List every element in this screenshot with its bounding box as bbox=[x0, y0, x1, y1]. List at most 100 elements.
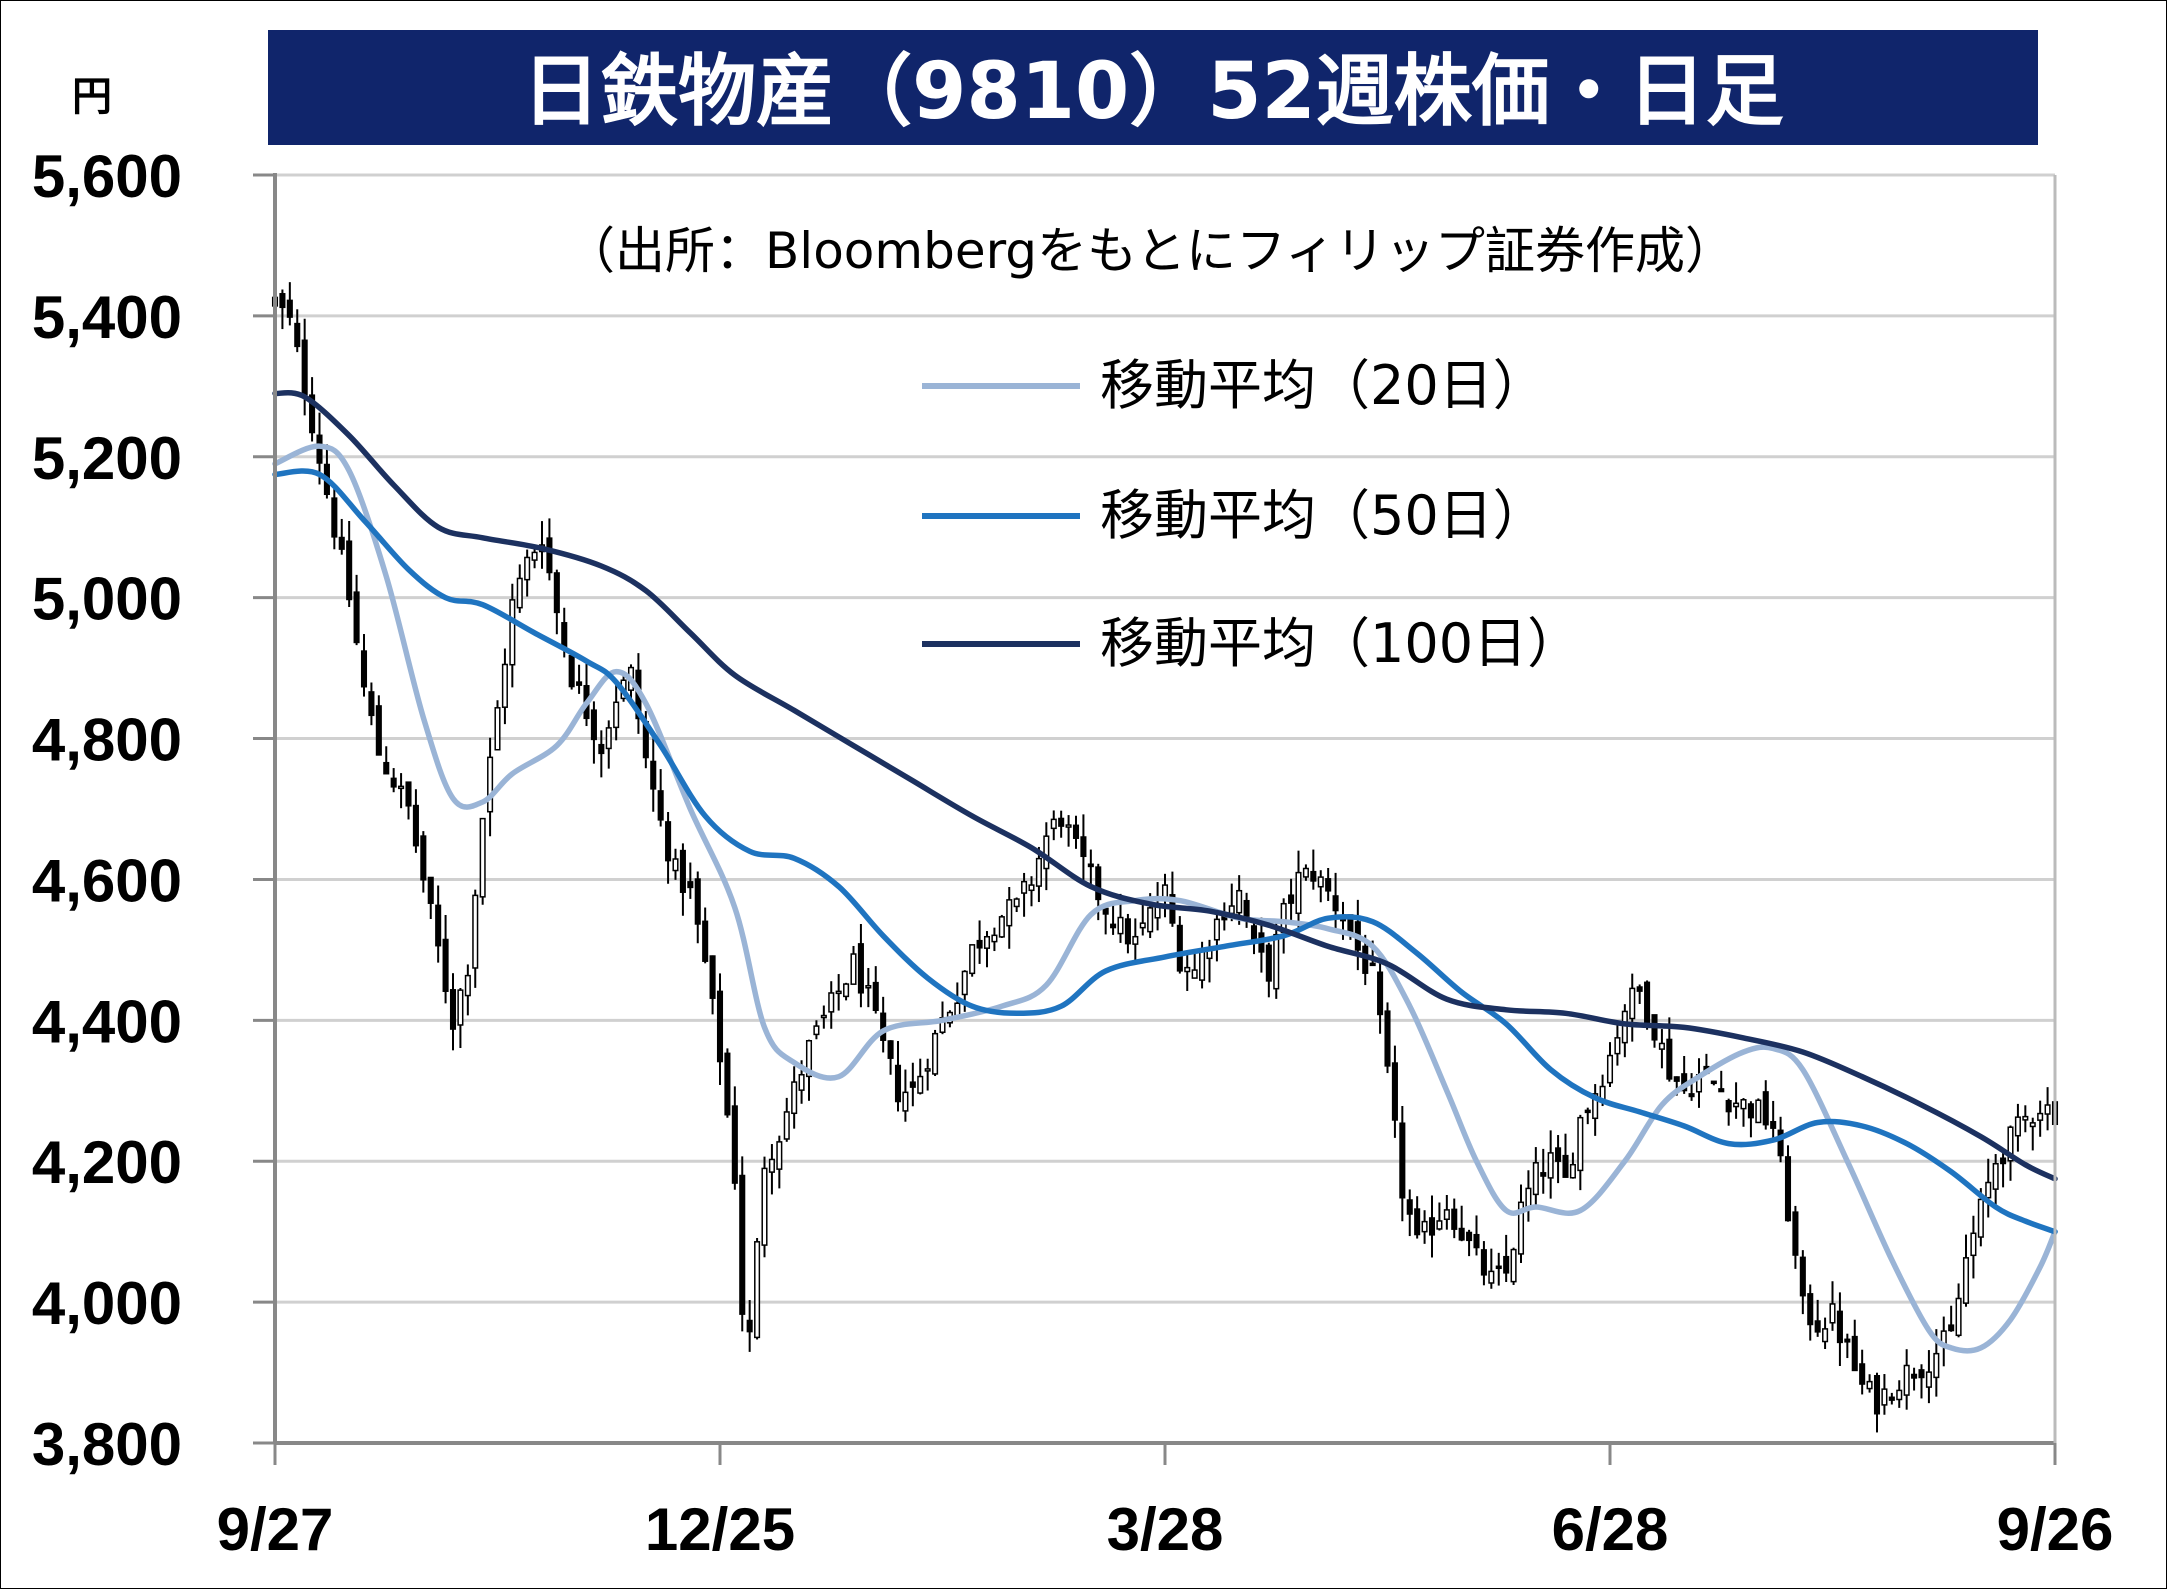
candle-body bbox=[1644, 981, 1651, 1024]
candle-body bbox=[1369, 962, 1376, 967]
y-tick-label: 5,200 bbox=[32, 425, 182, 492]
candle-body bbox=[657, 790, 664, 821]
candle-body bbox=[1621, 1010, 1628, 1044]
candle-body bbox=[1888, 1396, 1895, 1401]
candle-body bbox=[1777, 1129, 1784, 1157]
candle-body bbox=[301, 339, 308, 396]
candle-body bbox=[1532, 1162, 1539, 1196]
candle-body bbox=[435, 904, 442, 947]
candle-body bbox=[501, 663, 508, 708]
candle-body bbox=[1072, 824, 1080, 839]
candle-body bbox=[442, 938, 449, 992]
candle-body bbox=[776, 1141, 783, 1170]
candle-body bbox=[1443, 1209, 1450, 1221]
candle-body bbox=[731, 1105, 738, 1184]
candle-body bbox=[872, 981, 879, 1012]
candle-body bbox=[843, 983, 850, 998]
source-note: （出所：Bloombergをもとにフィリップ証券作成） bbox=[565, 222, 1735, 280]
x-tick-label: 12/25 bbox=[645, 1496, 795, 1563]
candle-body bbox=[1110, 923, 1117, 929]
candle-body bbox=[1562, 1154, 1569, 1178]
candle-body bbox=[1428, 1217, 1436, 1236]
candle-body bbox=[2037, 1112, 2044, 1121]
candle-body bbox=[1733, 1102, 1740, 1108]
candle-body bbox=[1095, 866, 1102, 901]
candle-body bbox=[917, 1075, 924, 1094]
candle-body bbox=[1866, 1380, 1873, 1390]
candle-body bbox=[509, 599, 516, 666]
candle-body bbox=[613, 701, 620, 729]
y-tick-label: 5,000 bbox=[32, 566, 182, 633]
candle-body bbox=[375, 705, 382, 756]
candle-body bbox=[2029, 1122, 2036, 1128]
candle-body bbox=[1199, 949, 1206, 981]
candle-body bbox=[1836, 1310, 1843, 1344]
y-tick-label: 4,000 bbox=[32, 1270, 182, 1337]
candle-body bbox=[746, 1319, 753, 1333]
candle-body bbox=[1006, 899, 1013, 927]
candle-body bbox=[1236, 889, 1243, 914]
candle-body bbox=[553, 572, 560, 614]
candle-body bbox=[1555, 1147, 1562, 1162]
candle-body bbox=[360, 650, 368, 688]
candle-body bbox=[1569, 1163, 1576, 1179]
candle-body bbox=[1503, 1255, 1510, 1274]
candle-body bbox=[1436, 1220, 1443, 1230]
candle-body bbox=[1925, 1371, 1932, 1388]
x-tick-label: 3/28 bbox=[1107, 1496, 1224, 1563]
candle-body bbox=[739, 1174, 746, 1315]
candle-body bbox=[1325, 878, 1332, 892]
candle-body bbox=[1495, 1265, 1502, 1270]
x-tick-label: 6/28 bbox=[1552, 1496, 1669, 1563]
candle-body bbox=[1332, 895, 1339, 912]
candle-body bbox=[590, 709, 597, 741]
candle-body bbox=[1992, 1162, 1999, 1190]
candle-body bbox=[1124, 918, 1131, 945]
candle-body bbox=[1295, 871, 1302, 915]
legend-label-ma100: 移動平均（100日） bbox=[1100, 612, 1581, 675]
chart-title: 日鉄物産（9810）52週株価・日足 bbox=[522, 47, 1784, 137]
candle-body bbox=[909, 1081, 916, 1088]
line-ma50 bbox=[272, 468, 2058, 1235]
candle-body bbox=[1517, 1201, 1525, 1255]
candle-body bbox=[479, 817, 486, 898]
y-unit-label: 円 bbox=[72, 74, 112, 120]
candle-body bbox=[880, 1012, 887, 1041]
candle-body bbox=[383, 761, 390, 775]
legend: 移動平均（20日） 移動平均（50日） 移動平均（100日） bbox=[922, 354, 1581, 675]
candle-body bbox=[1755, 1099, 1762, 1124]
candle-body bbox=[976, 939, 983, 949]
candle-body bbox=[1747, 1103, 1754, 1119]
candle-body bbox=[894, 1064, 902, 1103]
candle-body bbox=[1725, 1099, 1732, 1113]
candle-body bbox=[464, 974, 471, 997]
candle-body bbox=[331, 497, 338, 538]
candle-body bbox=[1770, 1120, 1777, 1129]
candle-body bbox=[568, 654, 575, 688]
axes bbox=[253, 173, 2057, 1465]
candle-body bbox=[1228, 905, 1235, 915]
candle-body bbox=[754, 1241, 761, 1339]
candle-body bbox=[1176, 924, 1183, 972]
candle-body bbox=[1310, 870, 1317, 882]
candle-body bbox=[2014, 1116, 2021, 1137]
candle-body bbox=[1881, 1388, 1888, 1406]
candle-body bbox=[1213, 918, 1220, 941]
candle-body bbox=[850, 953, 857, 985]
candle-body bbox=[702, 920, 709, 962]
candle-body bbox=[1540, 1172, 1547, 1177]
candle-body bbox=[1592, 1093, 1599, 1120]
candle-body bbox=[865, 985, 872, 989]
candle-body bbox=[531, 551, 538, 561]
candle-body bbox=[1132, 935, 1139, 945]
candle-body bbox=[1250, 925, 1258, 941]
candle-body bbox=[598, 743, 605, 755]
candle-body bbox=[805, 1039, 813, 1078]
candle-body bbox=[1918, 1369, 1925, 1379]
candle-body bbox=[1629, 987, 1636, 1020]
candle-body bbox=[1488, 1270, 1495, 1284]
candle-body bbox=[1799, 1256, 1806, 1297]
candle-body bbox=[1080, 836, 1087, 858]
candle-body bbox=[294, 322, 301, 348]
candle-body bbox=[1807, 1293, 1814, 1326]
